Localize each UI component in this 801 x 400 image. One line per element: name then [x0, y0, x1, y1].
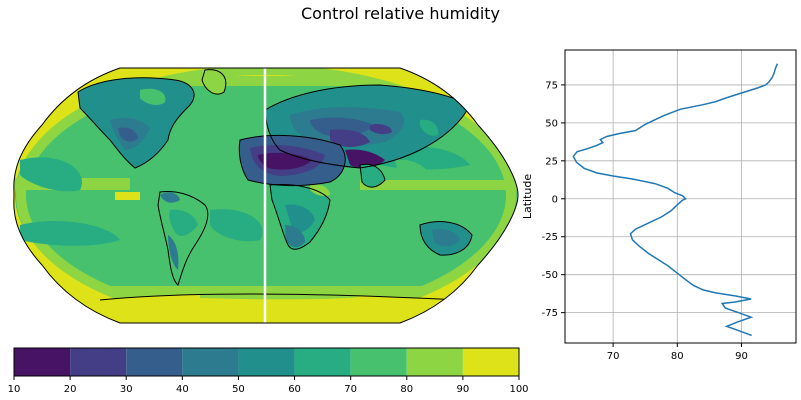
coastlines	[77, 69, 473, 301]
x-tick-label: 70	[607, 351, 620, 362]
plot-frame	[564, 49, 797, 344]
y-tick-label: 25	[545, 156, 558, 167]
colorbar-cell	[126, 348, 183, 376]
colorbar-tick-label: 90	[457, 384, 470, 395]
colorbar-tick-label: 100	[509, 384, 528, 395]
colorbar-cell	[294, 348, 351, 376]
colorbar-tick-label: 80	[400, 384, 413, 395]
colorbar-cell	[350, 348, 407, 376]
colorbar-cell	[238, 348, 295, 376]
colorbar-cell	[462, 348, 519, 376]
y-tick-label: -25	[542, 232, 558, 243]
x-tick-label: 90	[735, 351, 748, 362]
colorbar-frame	[13, 347, 520, 377]
colorbar-tick-label: 20	[64, 384, 77, 395]
colorbar-cell	[406, 348, 463, 376]
colorbar-cell	[14, 348, 71, 376]
colorbar-tick-label: 50	[232, 384, 245, 395]
colorbar-cell	[182, 348, 239, 376]
y-tick-label: 75	[545, 80, 558, 91]
series-line	[572, 63, 779, 337]
colorbar-tick-label: 70	[344, 384, 357, 395]
y-tick-label: 50	[545, 118, 558, 129]
y-tick-label: -50	[542, 270, 558, 281]
map-outline	[13, 67, 519, 324]
colorbar-cell	[70, 348, 127, 376]
y-tick-label: 0	[552, 194, 558, 205]
chart-title: Control relative humidity	[300, 4, 500, 23]
colorbar-tick-label: 10	[8, 384, 21, 395]
colorbar-tick-label: 60	[288, 384, 301, 395]
y-tick-label: -75	[542, 308, 558, 319]
x-tick-label: 80	[671, 351, 684, 362]
y-axis-label: Latitude	[521, 174, 534, 220]
map-field	[13, 68, 519, 323]
colorbar-tick-label: 40	[176, 384, 189, 395]
colorbar-tick-label: 30	[120, 384, 133, 395]
